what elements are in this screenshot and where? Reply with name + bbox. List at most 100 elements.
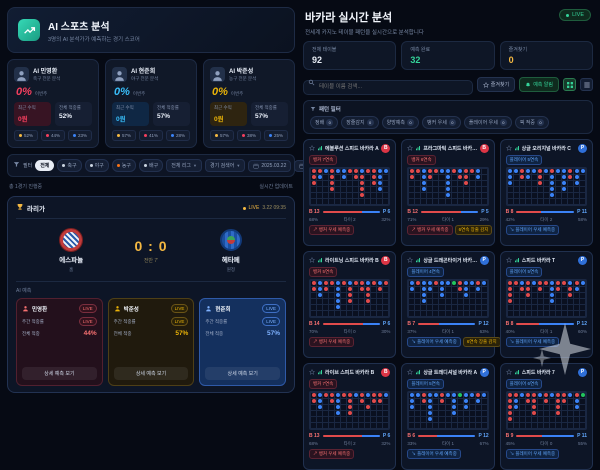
detail-button[interactable]: 상세 예측 보기 [22, 367, 97, 380]
pattern-chip[interactable]: 픽 적중 0 [514, 115, 550, 129]
star-icon[interactable] [309, 369, 315, 375]
analyst-card[interactable]: AI 현준희 야구 전문 분석 0% 이번주 최근 수익 0원 전체 적중률 57%… [105, 59, 197, 148]
analyst-role: 농구 전문 분석 [229, 76, 257, 81]
hitrate-box: 전체 적중률 57% [153, 102, 190, 126]
league-select[interactable]: 전체 리그 ▼ [166, 159, 202, 172]
date-from-picker[interactable]: 2025.03.22 [248, 159, 292, 172]
ai-prediction-card[interactable]: 민영환 LIVE 주간 적중률 LIVE 전체 적중 44% 상세 예측 보기 [16, 298, 103, 386]
table-name: 라이브 스피드 바카라 B [325, 369, 375, 376]
stat-value: 0 [508, 55, 514, 65]
sport-filter-pill[interactable]: 축구 [57, 159, 82, 172]
banker-pct: 33% [407, 440, 417, 446]
signal-icon [416, 146, 421, 151]
baccarat-live-badge: LIVE [559, 9, 591, 21]
prediction-chip: ↘ 플레이어 우세 예측중 [505, 336, 560, 347]
ai-prediction-card[interactable]: 현준희 LIVE 주간 적중률 LIVE 전체 적중 57% 상세 예측 보기 [199, 298, 287, 386]
banker-count: B 7 [407, 320, 416, 327]
banker-pct: 42% [505, 216, 515, 222]
live-label: LIVE [248, 205, 260, 211]
star-icon[interactable] [505, 257, 512, 263]
live-chip: LIVE [78, 304, 97, 313]
star-icon[interactable] [505, 145, 512, 151]
baccarat-stats: 전체 테이블 92 예측 완료 32 즐겨찾기 0 [303, 41, 593, 70]
prediction-chip: 6연속 장줄 감지 [462, 336, 501, 347]
match-count: 총 1경기 진행중 [9, 184, 43, 190]
player-pct: 29% [479, 216, 489, 222]
dashboard: AI 스포츠 분석 3명의 AI 분석가가 예측하는 경기 스코어 AI 민영환… [0, 0, 600, 400]
stat-badge: 41% [139, 130, 163, 141]
match-search-select[interactable]: 경기 검색어 ▼ [204, 159, 246, 172]
pattern-chip[interactable]: 뱅커 우세 0 [422, 115, 461, 129]
table-search-input[interactable] [303, 79, 473, 95]
banker-count: B 8 [505, 320, 514, 327]
sport-filter-pill[interactable]: 배구 [139, 159, 164, 172]
home-team-crest [60, 229, 83, 251]
streak-tag: 플레이어 4연속 [407, 266, 444, 277]
star-icon[interactable] [407, 369, 414, 375]
person-icon [115, 70, 124, 81]
baccarat-table-card[interactable]: 스피드 바카라 T P 플레이어 5연속 B 8 P 12 40% 타이 1 60%… [499, 250, 593, 358]
pattern-chip[interactable]: 양방예측 0 [381, 115, 420, 129]
analyst-card[interactable]: AI 박준성 농구 전문 분석 0% 이번주 최근 수익 0원 전체 적중률 57%… [203, 59, 295, 148]
pattern-chip[interactable]: 정배 0 [310, 115, 339, 129]
prediction-alert-button[interactable]: 예측 알림 [519, 77, 559, 93]
baccarat-table-card[interactable]: 상글 오리지널 바카라 C P 플레이어 5연속 B 8 P 11 42% 타이 … [499, 138, 593, 246]
banker-count: B 14 [309, 320, 320, 327]
hit-rate-value: 57% [267, 330, 281, 337]
banker-count: B 9 [505, 432, 514, 439]
baccarat-table-card[interactable]: 라이트닝 스피드 바카라 B B 뱅커 5연속 B 14 P 6 70% 타이 0… [303, 250, 397, 358]
baccarat-table-card[interactable]: 에볼루션 스피드 바카라 A B 뱅커 7연속 B 13 P 6 68% 타이 2… [303, 138, 397, 246]
star-icon[interactable] [407, 257, 414, 263]
result-badge: B [381, 143, 391, 153]
star-icon[interactable] [309, 145, 315, 151]
result-badge: P [578, 143, 587, 153]
pattern-chip[interactable]: 장줄감지 0 [341, 115, 379, 129]
signal-icon [416, 258, 421, 263]
filter-all-button[interactable]: 전체 [35, 160, 55, 171]
grid-view-toggle[interactable] [563, 78, 576, 92]
sport-filter-pill[interactable]: 농구 [111, 159, 137, 172]
star-icon[interactable] [407, 145, 414, 151]
player-count: P 6 [382, 208, 391, 215]
sports-panel: AI 스포츠 분석 3명의 AI 분석가가 예측하는 경기 스코어 AI 민영환… [7, 7, 338, 393]
match-card[interactable]: 라리가 LIVE 3.22 09:35 에스파뇰 홈 0 : 0 전반 7' [7, 196, 295, 393]
away-team: 헤타페 원정 [196, 229, 266, 273]
bead-road [407, 390, 489, 430]
banker-pct: 70% [309, 328, 319, 334]
analyst-card[interactable]: AI 민영환 축구 전문 분석 0% 이번주 최근 수익 0원 전체 적중률 52%… [7, 59, 99, 148]
player-count: P 11 [577, 432, 587, 439]
person-icon [213, 70, 222, 81]
hit-rate-value: 44% [83, 330, 97, 337]
baccarat-table-card[interactable]: 프라그마틱 스피드 바카라 A B 뱅커 6연속 B 12 P 5 71% 타이 … [401, 138, 495, 246]
detail-button[interactable]: 상세 예측 보기 [205, 367, 281, 380]
stat-label: 즐겨찾기 [508, 47, 528, 53]
detail-button[interactable]: 상세 예측 보기 [113, 367, 189, 380]
bead-road [407, 278, 489, 318]
prediction-chip: ↘ 플레이어 우세 예측중 [407, 448, 461, 459]
table-name: 에볼루션 스피드 바카라 A [325, 145, 379, 152]
tie-count: 타이 1 [441, 440, 455, 446]
away-side-label: 원정 [226, 267, 235, 272]
baccarat-table-card[interactable]: 상글 트래디셔널 바카라 A P 플레이어 5연속 B 6 P 12 33% 타이… [401, 362, 495, 470]
list-view-toggle[interactable] [580, 78, 593, 92]
baccarat-table-card[interactable]: 라이브 스피드 바카라 B B 뱅커 7연속 B 13 P 6 68% 타이 2 3… [303, 362, 397, 470]
home-side-label: 홈 [69, 267, 74, 272]
favorites-button[interactable]: 즐겨찾기 [476, 77, 516, 93]
signal-icon [416, 370, 421, 375]
grid-icon [566, 81, 573, 88]
away-team-name: 헤타페 [221, 257, 240, 264]
ai-prediction-card[interactable]: 박준성 LIVE 주간 적중률 LIVE 전체 적중 57% 상세 예측 보기 [107, 298, 195, 386]
baccarat-table-card[interactable]: 상글 드래곤타이거 바카라 A P 플레이어 4연속 B 7 P 12 37% 타… [401, 250, 501, 358]
baccarat-table-card[interactable]: 스피드 바카라 7 P 플레이어 6연속 B 9 P 11 45% 타이 0 55%… [499, 362, 593, 470]
sport-filter-pill[interactable]: 야구 [84, 159, 109, 172]
baccarat-title: 바카라 실시간 분석 [305, 12, 393, 24]
list-icon [583, 82, 590, 88]
tie-count: 타이 0 [540, 440, 553, 446]
star-icon[interactable] [505, 369, 512, 375]
live-dot [566, 13, 570, 17]
player-count: P 6 [382, 432, 391, 439]
streak-tag: 뱅커 7연속 [309, 154, 338, 165]
funnel-icon [310, 106, 316, 111]
pattern-chip[interactable]: 플레이어 우세 0 [463, 115, 512, 129]
star-icon[interactable] [309, 257, 315, 263]
